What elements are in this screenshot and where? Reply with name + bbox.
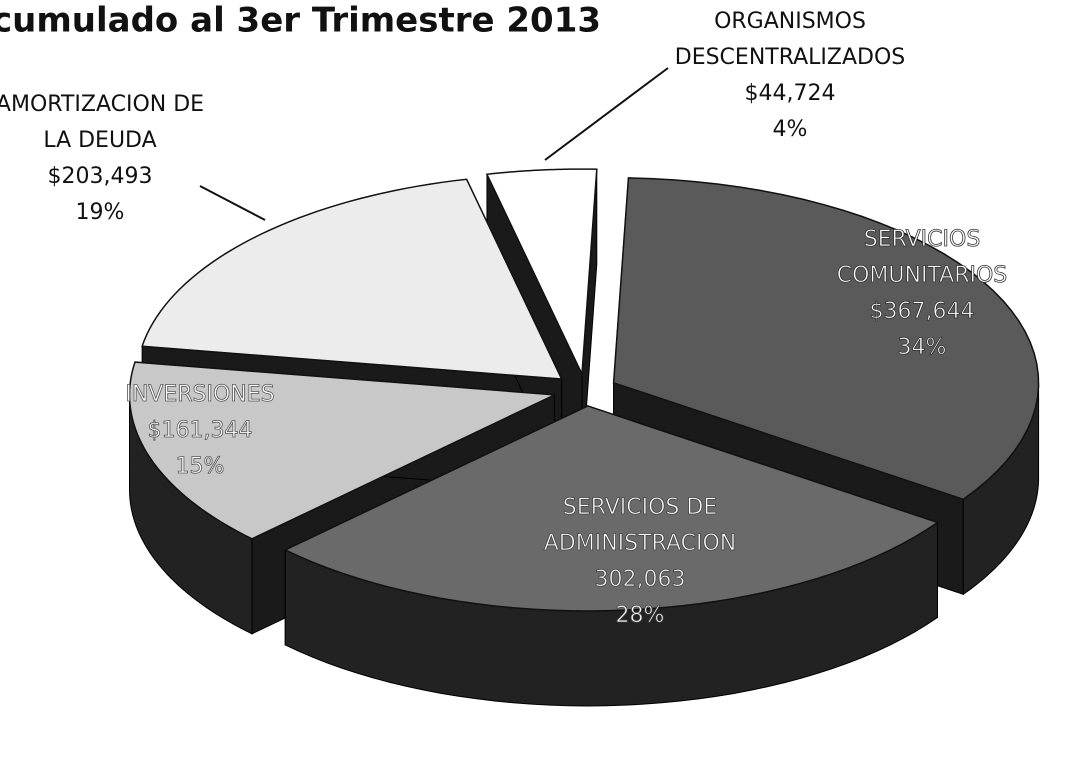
label-line: ADMINISTRACION bbox=[544, 531, 737, 556]
percent-label: 15% bbox=[176, 454, 225, 479]
percent-label: 28% bbox=[616, 603, 665, 628]
slice-label: AMORTIZACION DE LA DEUDA bbox=[0, 92, 204, 153]
slice-label: SERVICIOS COMUNITARIOS bbox=[837, 227, 1008, 288]
percent-label: 34% bbox=[898, 335, 947, 360]
value-label: $161,344 bbox=[148, 418, 253, 443]
value-label: $367,644 bbox=[870, 299, 975, 324]
percent-label: 4% bbox=[773, 117, 808, 142]
slice bbox=[128, 361, 558, 540]
value-label: $44,724 bbox=[745, 81, 836, 106]
value-label: 302,063 bbox=[595, 567, 686, 592]
slice bbox=[283, 405, 940, 612]
label-line: DESCENTRALIZADOS bbox=[675, 45, 906, 70]
value-label: $203,493 bbox=[48, 164, 153, 189]
label-line: ORGANISMOS bbox=[714, 9, 866, 34]
label-line: SERVICIOS bbox=[864, 227, 981, 252]
slice-label: INVERSIONES bbox=[125, 382, 274, 407]
chart-title: cumulado al 3er Trimestre 2013 bbox=[0, 1, 601, 41]
label-line: COMUNITARIOS bbox=[837, 263, 1008, 288]
slice bbox=[612, 177, 1040, 501]
slice-label: ORGANISMOS DESCENTRALIZADOS bbox=[675, 9, 906, 70]
slice-label: SERVICIOS DE ADMINISTRACION bbox=[544, 495, 737, 556]
percent-label: 19% bbox=[76, 200, 125, 225]
label-line: LA DEUDA bbox=[43, 128, 156, 153]
leader-line bbox=[199, 185, 266, 221]
label-line: INVERSIONES bbox=[125, 382, 274, 407]
label-line: SERVICIOS DE bbox=[563, 495, 717, 520]
slice bbox=[141, 178, 563, 380]
leader-line bbox=[544, 67, 669, 161]
slice-group bbox=[283, 405, 940, 707]
slice bbox=[485, 168, 598, 377]
label-line: AMORTIZACION DE bbox=[0, 92, 204, 117]
